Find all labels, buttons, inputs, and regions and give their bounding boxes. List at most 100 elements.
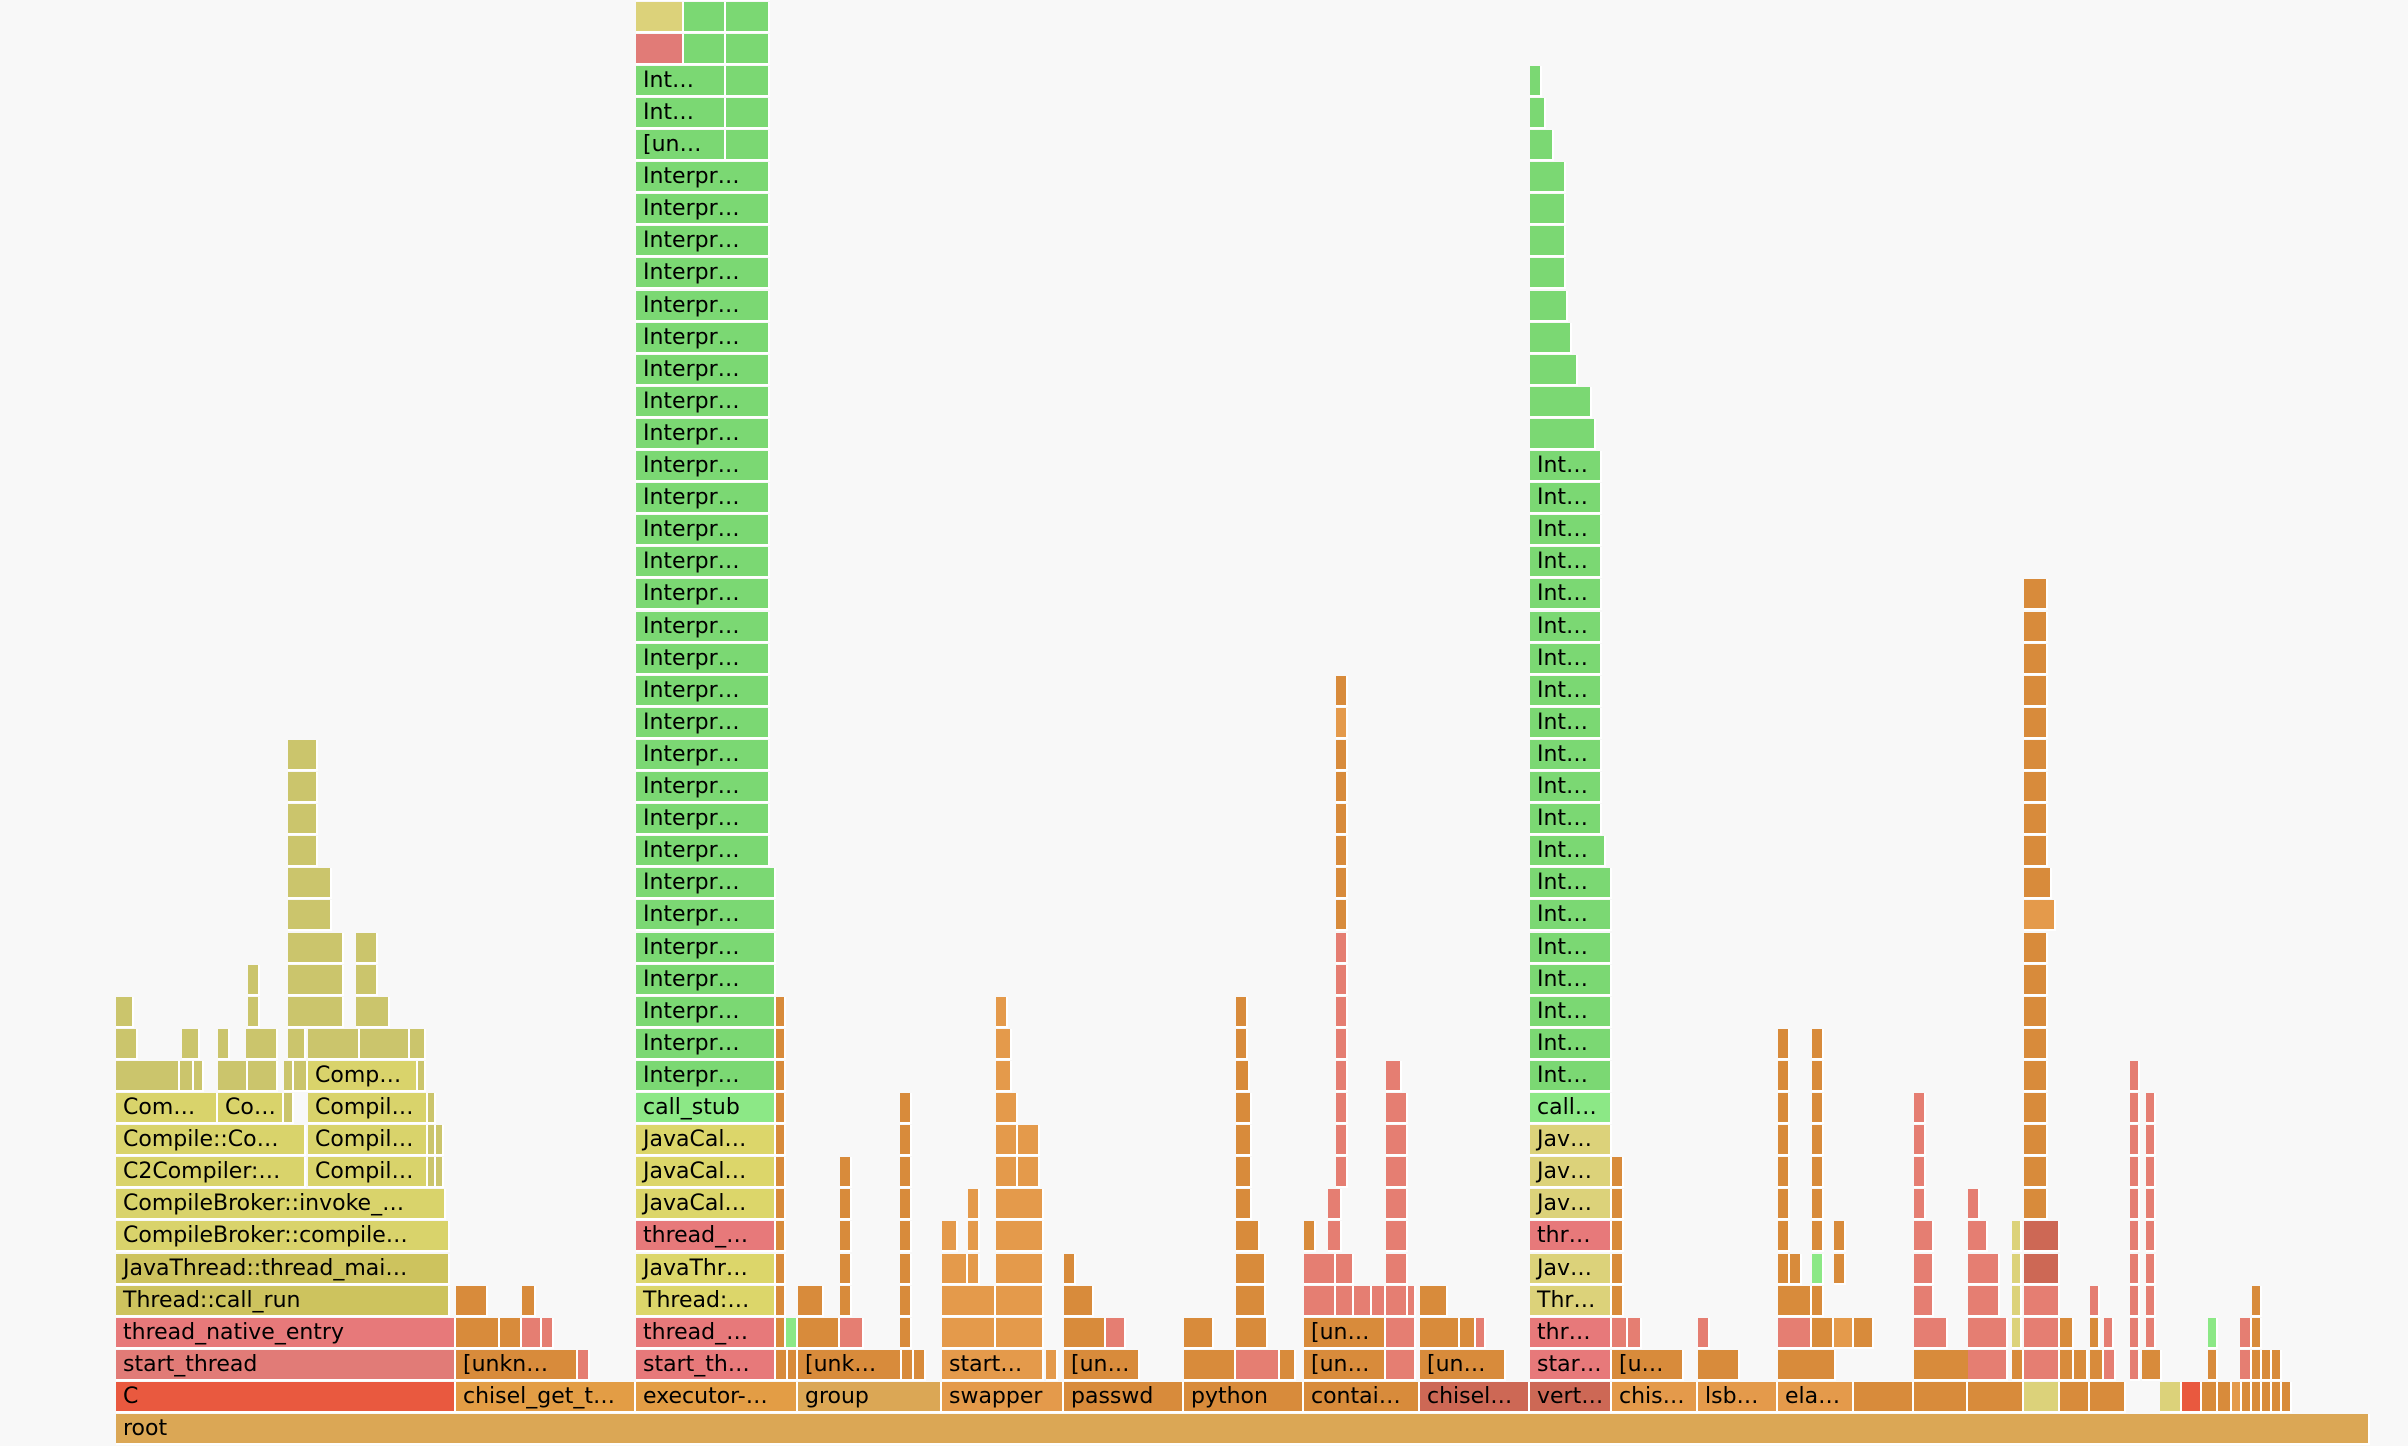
frame-int-v14[interactable]: Int… [1530,965,1612,996]
frame-interpr-r33[interactable]: Interpr… [636,355,770,386]
frame-small[interactable] [1914,1254,1934,1285]
frame-small[interactable] [684,34,726,65]
frame-small[interactable] [1612,1286,1624,1317]
frame-small[interactable] [2208,1350,2218,1381]
frame-small[interactable] [798,1318,840,1349]
frame-small[interactable] [1778,1061,1790,1092]
frame-small[interactable] [2232,1382,2242,1413]
frame-interpr-r21[interactable]: Interpr… [636,740,770,771]
frame-small[interactable] [1914,1221,1934,1252]
frame-jav-a[interactable]: Jav… [1530,1254,1612,1285]
root[interactable]: root [116,1414,2370,1445]
frame-small[interactable] [294,1061,308,1092]
frame-javacal-b[interactable]: JavaCal… [636,1157,776,1188]
frame-small[interactable] [1328,1189,1342,1220]
frame-small[interactable] [1460,1318,1476,1349]
frame-small[interactable] [1812,1318,1834,1349]
frame-small[interactable] [1336,740,1348,771]
frame-small[interactable] [1778,1157,1790,1188]
frame-small[interactable] [776,997,786,1028]
frame-small[interactable] [1834,1221,1846,1252]
frame-small[interactable] [2024,740,2048,771]
frame-small[interactable] [2104,1350,2116,1381]
frame-small[interactable] [218,1029,230,1060]
frame-small[interactable] [1778,1189,1790,1220]
frame-small[interactable] [776,1318,786,1349]
frame-small[interactable] [968,1189,980,1220]
frame-small[interactable] [636,2,684,33]
frame-small[interactable] [248,997,260,1028]
frame-small[interactable] [1612,1221,1624,1252]
frame-unk-group[interactable]: [unk… [798,1350,902,1381]
frame-small[interactable] [1612,1189,1624,1220]
frame-small[interactable] [1612,1157,1624,1188]
frame-small[interactable] [436,1125,444,1156]
frame-small[interactable] [996,1061,1012,1092]
frame-small[interactable] [2024,1286,2060,1317]
frame-small[interactable] [840,1318,864,1349]
frame-small[interactable] [2240,1350,2252,1381]
frame-int-v17[interactable]: Int… [1530,868,1612,899]
frame-small[interactable] [1778,1093,1790,1124]
frame-small[interactable] [1236,1029,1248,1060]
frame-small[interactable] [1018,1157,1040,1188]
frame-small[interactable] [288,804,318,835]
frame-int-v12[interactable]: Int… [1530,1029,1612,1060]
frame-small[interactable] [942,1318,996,1349]
frame-small[interactable] [1336,1286,1354,1317]
frame-small[interactable] [2142,1350,2162,1381]
frame-un-contai-b[interactable]: [un… [1304,1318,1386,1349]
frame-small[interactable] [288,965,344,996]
frame-int-v15[interactable]: Int… [1530,933,1612,964]
frame-small[interactable] [1834,1254,1846,1285]
frame-small[interactable] [116,997,134,1028]
frame-small[interactable] [1968,1189,1980,1220]
frame-interpr-r31[interactable]: Interpr… [636,419,770,450]
frame-small[interactable] [116,1061,180,1092]
frame-small[interactable] [1336,772,1348,803]
frame-small[interactable] [1304,1286,1336,1317]
frame-int-v27[interactable]: Int… [1530,547,1602,578]
frame-thread-native-entry[interactable]: thread_native_entry [116,1318,456,1349]
frame-small[interactable] [2024,1189,2048,1220]
frame-javathread-thread-main[interactable]: JavaThread::thread_mai… [116,1254,450,1285]
frame-small[interactable] [900,1254,912,1285]
frame-thr-a[interactable]: thr… [1530,1318,1612,1349]
frame-small[interactable] [2012,1350,2024,1381]
frame-interpr-r17[interactable]: Interpr… [636,868,776,899]
frame-small[interactable] [1530,355,1578,386]
frame-small[interactable] [1968,1254,2000,1285]
frame-small[interactable] [1018,1125,1040,1156]
frame-int-v23[interactable]: Int… [1530,676,1602,707]
frame-int-v19[interactable]: Int… [1530,804,1602,835]
frame-small[interactable] [428,1157,436,1188]
frame-int-r42[interactable]: Int… [636,66,726,97]
frame-un-chisel[interactable]: [un… [1420,1350,1506,1381]
frame-small[interactable] [2130,1254,2140,1285]
frame-interpr-r25[interactable]: Interpr… [636,612,770,643]
frame-small[interactable] [840,1221,852,1252]
frame-small[interactable] [900,1286,912,1317]
frame-comp[interactable]: Comp… [308,1061,418,1092]
frame-small[interactable] [1386,1189,1408,1220]
frame-small[interactable] [2074,1350,2088,1381]
frame-small[interactable] [2130,1189,2140,1220]
frame-contai[interactable]: contai… [1304,1382,1420,1413]
frame-small[interactable] [2160,1382,2182,1413]
frame-int-v24[interactable]: Int… [1530,644,1602,675]
frame-call[interactable]: call… [1530,1093,1612,1124]
frame-small[interactable] [1530,98,1546,129]
frame-small[interactable] [840,1189,852,1220]
frame-compil-a[interactable]: Compil… [308,1157,428,1188]
frame-interpr-r15[interactable]: Interpr… [636,933,776,964]
frame-small[interactable] [2024,1221,2060,1252]
frame-small[interactable] [1812,1254,1824,1285]
frame-small[interactable] [1386,1093,1408,1124]
frame-small[interactable] [1236,1125,1252,1156]
frame-small[interactable] [1420,1318,1460,1349]
frame-small[interactable] [2024,836,2048,867]
frame-int-v21[interactable]: Int… [1530,740,1602,771]
frame-small[interactable] [1064,1254,1076,1285]
frame-int-v26[interactable]: Int… [1530,579,1602,610]
frame-passwd[interactable]: passwd [1064,1382,1184,1413]
